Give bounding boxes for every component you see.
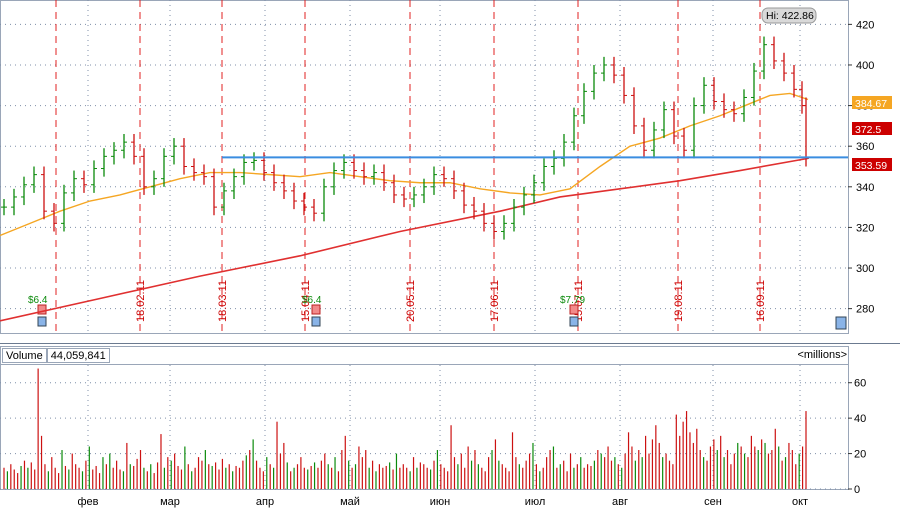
volume-tick-label: 0 [854,484,860,496]
event-date-label: 16.09.11 [755,280,767,322]
price-tick-label: 360 [856,141,874,153]
hi-label-box [761,7,817,24]
split-marker-icon [37,316,47,327]
dividend-label: $6.4 [28,295,48,306]
slow-moving-average [0,157,809,322]
price-tick-label: 420 [856,19,874,31]
price-label: 353.59 [855,160,887,172]
month-label: апр [256,496,274,508]
month-label: мар [160,496,180,508]
event-date-label: 18.03.11 [217,280,229,322]
event-date-label: 20.05.11 [405,280,417,322]
volume-header: Volume 44,059,841 [2,348,110,363]
price-label: 384.67 [855,98,887,110]
price-tick-label: 340 [856,182,874,194]
month-label: июн [430,496,450,508]
price-tick-label: 300 [856,263,874,275]
dividend-label: $6.4 [302,295,322,306]
event-date-label: 15.04.11 [300,280,312,322]
month-label: окт [792,496,808,508]
dividend-label: $7.79 [560,295,585,306]
price-tick-label: 400 [856,60,874,72]
event-date-label: 17.06.11 [489,280,501,322]
dividend-marker-icon [569,304,579,315]
month-label: май [340,496,360,508]
month-label: июл [525,496,546,508]
price-label-box [852,122,892,135]
corner-marker-icon [835,316,847,330]
dividend-marker-icon [37,304,47,315]
volume-title: Volume [2,348,47,363]
volume-value: 44,059,841 [46,348,110,363]
split-marker-icon [569,316,579,327]
price-panel-frame [0,0,849,334]
month-label: фев [77,496,98,508]
dividend-marker-icon [311,304,321,315]
month-label: сен [704,496,722,508]
price-tick-label: 280 [856,304,874,316]
month-label: авг [612,496,628,508]
volume-units: <millions> [797,349,847,361]
price-label-box [852,158,892,171]
volume-tick-label: 20 [854,449,866,461]
split-marker-icon [311,316,321,327]
price-label-box [852,96,892,109]
volume-panel-frame [0,346,849,490]
event-date-label: 19.08.11 [673,280,685,322]
event-date-label: 18.02.11 [135,280,147,322]
price-label: 372.5 [855,124,881,136]
price-tick-label: 320 [856,222,874,234]
volume-tick-label: 60 [854,378,866,390]
volume-tick-label: 40 [854,413,866,425]
fast-moving-average [0,92,809,237]
hi-label: Hi: 422.86 [766,10,814,22]
